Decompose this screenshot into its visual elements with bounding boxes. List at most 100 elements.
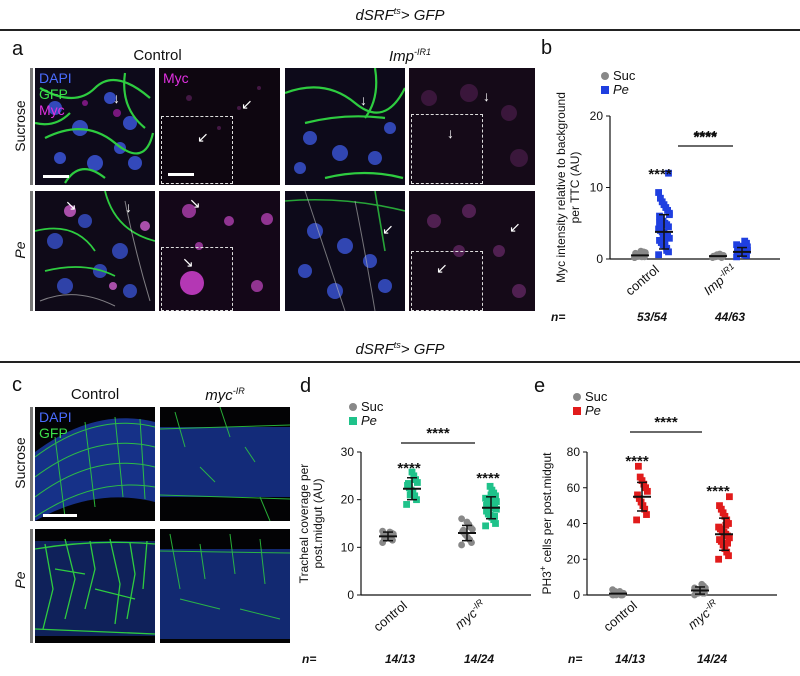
legend-label-pe: Pe [361,413,377,428]
significance-label: **** [648,166,672,183]
legend-marker-pe [573,407,581,415]
data-point [638,477,646,484]
panel-a-tile-imp-myc-pe: ↙ ↙ [409,191,535,311]
x-category-label: control [622,262,662,299]
y-tick-label: 10 [341,540,355,554]
scale-bar [43,514,77,517]
y-axis-label: Myc intensity relative to backgroundper … [554,92,582,283]
myc-image [409,68,535,185]
panel-c-tile-control-sucrose: DAPI GFP [35,407,155,521]
n-label: n= [568,652,582,666]
x-category-label: control [370,598,410,635]
scale-bar [43,175,69,178]
merge-image [285,191,405,311]
y-tick-label: 0 [347,588,354,602]
panel-a-col-imp: Imp-IR1 [388,47,432,65]
data-point [489,496,497,504]
data-point [655,189,662,196]
channel-gfp: GFP [39,86,68,102]
panel-a-col-control: Control [133,47,182,64]
data-point [726,493,733,501]
data-point [412,476,419,484]
data-point [721,545,729,552]
x-category-label: myc-IR [684,597,722,633]
panel-c-col-control: Control [70,386,120,403]
mid-rule [0,361,800,363]
panel-c-row-sucrose: Sucrose [12,437,28,489]
data-point [744,243,751,251]
data-point [715,555,722,563]
legend-marker-pe [349,417,357,425]
significance-label: **** [694,128,718,145]
panel-label: e [534,375,545,397]
y-tick-label: 10 [590,181,604,195]
midgut-image [35,529,155,643]
data-point [715,523,722,531]
data-point [609,586,616,594]
significance-label: **** [476,470,500,487]
data-point [644,487,651,495]
data-point [698,580,706,588]
myc-image [159,68,280,185]
data-point [403,501,410,508]
panel-c-label: c [12,374,22,396]
midgut-image [160,529,290,643]
data-point [657,194,664,202]
data-point [719,509,727,517]
arrow-icon: ↙ [382,221,394,237]
panel-c-tile-myc-pe [160,529,290,643]
data-point [717,505,725,513]
data-point [460,526,467,534]
merge-image [35,68,155,185]
y-tick-label: 20 [567,552,581,566]
data-point [635,462,642,470]
legend-label-suc: Suc [361,399,384,414]
data-point [656,219,663,226]
data-point [723,548,731,556]
arrow-icon: ↙ [436,260,448,276]
n-value: 14/24 [464,652,494,666]
data-point [733,241,740,249]
data-point [488,486,496,494]
data-point [486,482,494,490]
data-point [640,480,648,488]
y-tick-label: 30 [341,445,355,459]
legend-label-suc: Suc [585,389,608,404]
data-point [725,552,732,560]
data-point [723,516,731,524]
arrow-icon: ↓ [447,125,454,141]
x-category-label: myc-IR [451,597,489,633]
data-point [641,505,649,513]
y-tick-label: 0 [596,252,603,266]
data-point [719,541,727,549]
data-point [733,253,740,261]
channel-myc: Myc [39,102,65,118]
data-point [484,510,492,518]
legend-label-pe: Pe [585,403,601,418]
data-point [463,518,471,526]
inset-image [180,271,204,295]
data-point [666,211,673,219]
data-point [643,511,650,518]
arrow-icon: ↘ [182,254,194,270]
panel-a-tile-imp-merge-sucrose: ↓ [285,68,405,185]
y-tick-label: 20 [341,493,355,507]
legend-marker-suc [349,403,357,411]
top-header: dSRFts> GFP [355,6,445,24]
data-point [493,498,500,505]
inset-box: ↓ [411,114,483,184]
y-tick-label: 80 [567,445,581,459]
n-label: n= [551,310,565,324]
mid-header: dSRFts> GFP [355,340,445,358]
n-value: 53/54 [637,310,667,324]
panel-a-tile-imp-merge-pe: ↙ [285,191,405,311]
x-category-label: Imp-IR1 [700,261,740,298]
arrow-icon: ↙ [509,219,521,235]
panel-a-tile-control-merge-pe: ↘ ↓ [35,191,155,311]
inset-box: ↙ [411,251,483,311]
data-point [741,237,749,245]
significance-label: **** [654,414,678,431]
data-point [482,494,489,502]
data-point [657,224,665,231]
